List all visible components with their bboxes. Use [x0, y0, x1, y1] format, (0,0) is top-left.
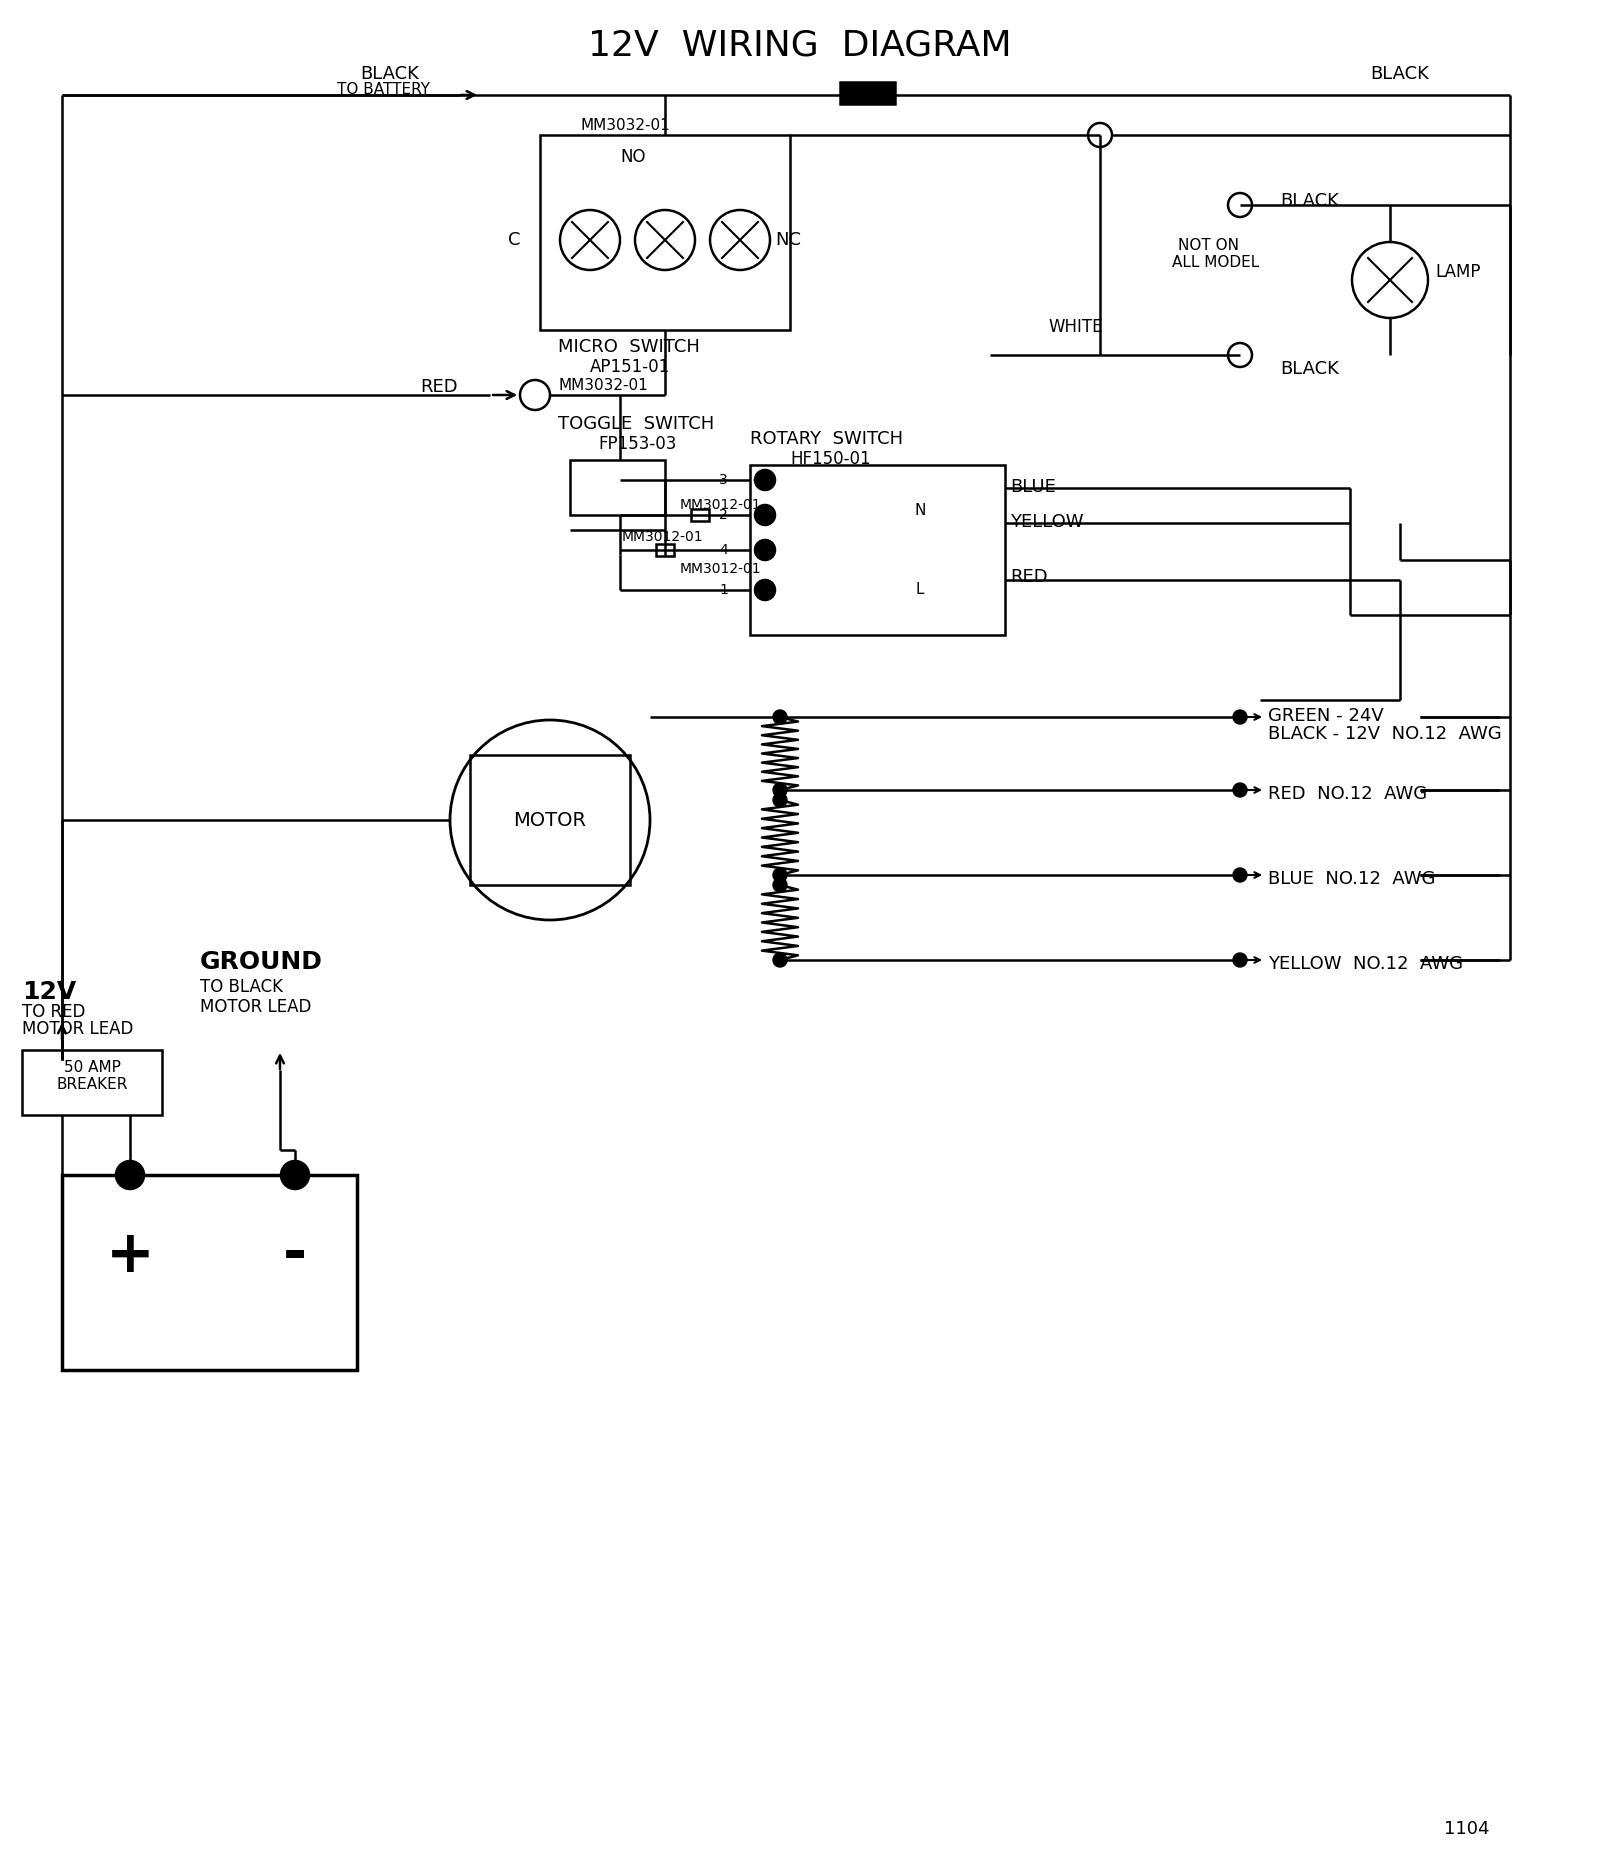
Text: AP151-01: AP151-01: [590, 358, 670, 376]
Circle shape: [1234, 710, 1246, 725]
Text: MM3032-01: MM3032-01: [558, 378, 648, 393]
Text: HF150-01: HF150-01: [790, 450, 870, 469]
Text: C: C: [507, 232, 520, 248]
Text: NC: NC: [774, 232, 802, 248]
Bar: [541, 135, 790, 330]
Circle shape: [282, 1162, 309, 1190]
Bar: [750, 465, 1005, 636]
Text: 1: 1: [718, 584, 728, 597]
Circle shape: [755, 506, 774, 524]
Circle shape: [755, 539, 774, 560]
Text: RED: RED: [1010, 569, 1048, 586]
Text: MM3012-01: MM3012-01: [680, 498, 762, 511]
Text: LAMP: LAMP: [1435, 263, 1480, 282]
Circle shape: [755, 471, 774, 489]
Text: BLACK: BLACK: [1280, 359, 1339, 378]
Text: MICRO  SWITCH: MICRO SWITCH: [558, 337, 699, 356]
Text: +: +: [106, 1227, 154, 1284]
Text: WHITE: WHITE: [1048, 319, 1102, 335]
Text: GREEN - 24V: GREEN - 24V: [1267, 708, 1384, 725]
Circle shape: [773, 952, 787, 967]
Circle shape: [773, 878, 787, 891]
Text: MOTOR LEAD: MOTOR LEAD: [22, 1019, 133, 1038]
Text: BLACK: BLACK: [360, 65, 419, 83]
Text: FP153-03: FP153-03: [598, 435, 677, 452]
Text: TO BATTERY: TO BATTERY: [336, 82, 429, 96]
Text: YELLOW  NO.12  AWG: YELLOW NO.12 AWG: [1267, 954, 1462, 973]
Text: MM3012-01: MM3012-01: [622, 530, 704, 545]
Text: BLACK: BLACK: [1370, 65, 1429, 83]
Text: MM3032-01: MM3032-01: [581, 119, 670, 133]
Text: TO RED: TO RED: [22, 1002, 85, 1021]
Text: NO: NO: [621, 148, 645, 167]
Text: RED  NO.12  AWG: RED NO.12 AWG: [1267, 786, 1427, 802]
Text: 12V  WIRING  DIAGRAM: 12V WIRING DIAGRAM: [589, 28, 1011, 61]
Circle shape: [117, 1162, 144, 1190]
Bar: [62, 1175, 357, 1369]
Circle shape: [773, 867, 787, 882]
Bar: [691, 510, 709, 521]
Text: 12V: 12V: [22, 980, 77, 1004]
Circle shape: [1234, 784, 1246, 797]
Text: BLACK - 12V  NO.12  AWG: BLACK - 12V NO.12 AWG: [1267, 725, 1502, 743]
Bar: [656, 545, 674, 556]
Bar: [22, 1051, 162, 1116]
Text: N: N: [914, 502, 926, 517]
Text: BLUE  NO.12  AWG: BLUE NO.12 AWG: [1267, 871, 1435, 888]
Text: BLUE: BLUE: [1010, 478, 1056, 497]
Circle shape: [773, 793, 787, 808]
Text: ROTARY  SWITCH: ROTARY SWITCH: [750, 430, 902, 448]
Text: 50 AMP
BREAKER: 50 AMP BREAKER: [56, 1060, 128, 1093]
Text: ALL MODEL: ALL MODEL: [1171, 256, 1259, 271]
Text: 3: 3: [720, 473, 728, 487]
Circle shape: [773, 784, 787, 797]
Text: MM3012-01: MM3012-01: [680, 561, 762, 576]
Text: GROUND: GROUND: [200, 951, 323, 975]
Text: -: -: [283, 1227, 307, 1284]
Text: 1104: 1104: [1445, 1820, 1490, 1838]
Text: MOTOR LEAD: MOTOR LEAD: [200, 999, 312, 1015]
Text: TOGGLE  SWITCH: TOGGLE SWITCH: [558, 415, 714, 434]
Bar: [570, 460, 666, 515]
Bar: [470, 754, 630, 886]
Text: TO BLACK: TO BLACK: [200, 978, 283, 997]
Text: BLACK: BLACK: [1280, 193, 1339, 209]
Text: RED: RED: [421, 378, 458, 397]
Text: YELLOW: YELLOW: [1010, 513, 1083, 532]
Circle shape: [1234, 952, 1246, 967]
Text: 2: 2: [720, 508, 728, 523]
Text: MOTOR: MOTOR: [514, 810, 587, 830]
Circle shape: [1234, 867, 1246, 882]
Text: NOT ON: NOT ON: [1178, 237, 1238, 254]
Circle shape: [755, 580, 774, 600]
Circle shape: [773, 710, 787, 725]
Text: L: L: [915, 582, 925, 597]
Text: 4: 4: [720, 543, 728, 558]
Bar: [840, 82, 894, 104]
